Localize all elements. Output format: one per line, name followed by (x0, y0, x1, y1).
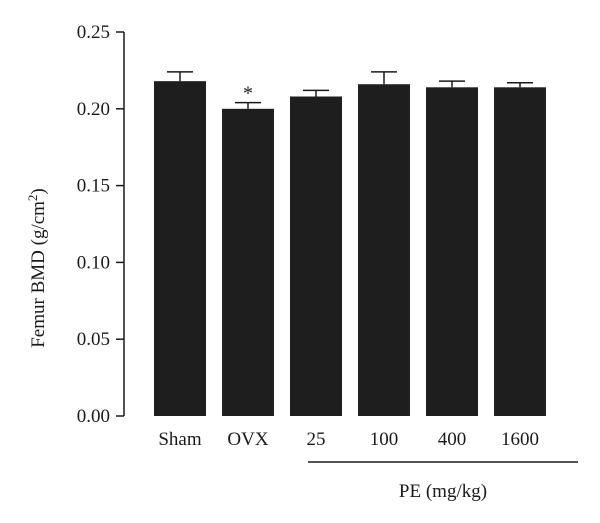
bar (154, 81, 206, 416)
x-tick-label: 25 (307, 429, 326, 450)
x-tick-label: 400 (438, 429, 467, 450)
y-axis-label: Femur BMD (g/cm2) (25, 188, 49, 348)
x-tick-label: OVX (227, 429, 268, 450)
x-tick-label: 1600 (501, 429, 539, 450)
x-tick-label: 100 (370, 429, 399, 450)
bar (222, 108, 274, 417)
y-tick-label: 0.15 (77, 176, 110, 197)
y-tick-label: 0.20 (77, 99, 110, 120)
x-tick-label: Sham (158, 429, 202, 450)
bar (290, 96, 342, 417)
y-axis-label-superscript: 2 (25, 195, 40, 202)
bar (494, 87, 546, 417)
bars: * (154, 71, 546, 417)
x-axis-labels: Sham OVX 25 100 400 1600 (158, 429, 539, 450)
group-label: PE (mg/kg) (399, 481, 487, 502)
y-axis: 0.00 0.05 0.10 0.15 0.20 0.25 (77, 22, 125, 427)
bar (426, 87, 478, 417)
y-tick-label: 0.00 (77, 406, 110, 427)
bar (358, 84, 410, 416)
y-tick-label: 0.05 (77, 329, 110, 350)
y-tick-label: 0.10 (77, 252, 110, 273)
significance-marker: * (243, 83, 253, 105)
y-tick-label: 0.25 (77, 22, 110, 43)
